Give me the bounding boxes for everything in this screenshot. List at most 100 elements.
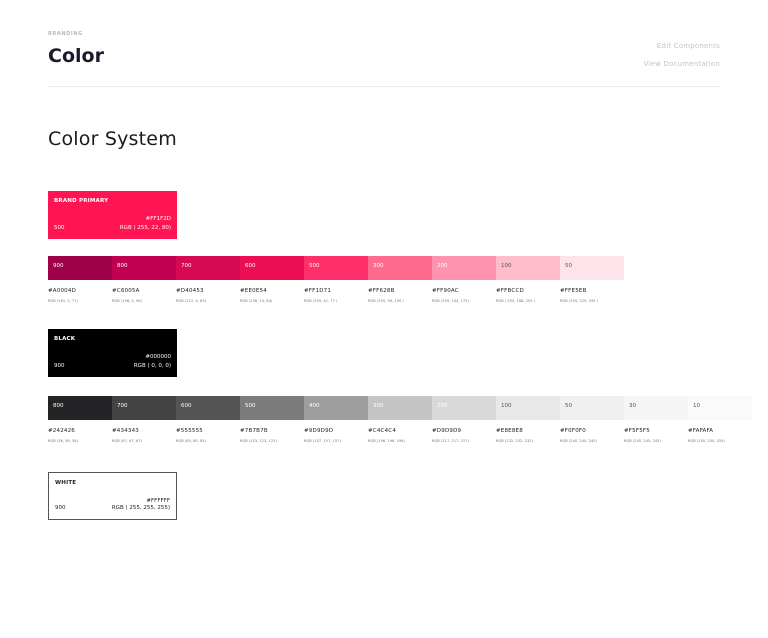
swatch-label: #FF1D71 RGB (255, 41, 77 ) — [304, 288, 368, 303]
swatch-rgb: RGB (36, 36, 38) — [48, 439, 78, 443]
swatch-rgb: RGB (238, 14, 84) — [240, 299, 273, 303]
color-swatch[interactable]: 900 — [48, 256, 112, 280]
swatch-rgb: RGB (196, 196, 196) — [368, 439, 405, 443]
swatch-label: #D9D9D9 RGB (217, 217, 217) — [432, 428, 496, 443]
white-card[interactable]: WHITE #FFFFFF 900 RGB ( 255, 255, 255) — [48, 472, 177, 520]
swatch-rgb: RGB ( 255, 188, 205 ) — [496, 299, 536, 303]
swatch-hex: #FFBCCD — [496, 288, 524, 294]
swatch-rgb: RGB (255, 98, 139 ) — [368, 299, 404, 303]
color-swatch[interactable]: 700 — [176, 256, 240, 280]
swatch-shade: 300 — [373, 403, 384, 409]
color-swatch[interactable]: 30 — [624, 396, 688, 420]
black-scale-labels: #242426 RGB (36, 36, 38) #434343 RGB (67, 6… — [48, 428, 752, 443]
swatch-rgb: RGB (157, 157, 157) — [304, 439, 341, 443]
card-hex: #FFFFFF — [146, 498, 170, 504]
swatch-label: #242426 RGB (36, 36, 38) — [48, 428, 112, 443]
swatch-rgb: RGB (123, 123, 123) — [240, 439, 277, 443]
page-title: Color — [48, 45, 104, 67]
card-rgb: RGB ( 255, 255, 255) — [111, 505, 170, 511]
swatch-shade: 50 — [565, 403, 572, 409]
black-card[interactable]: BLACK #000000 900 RGB ( 0, 0, 0) — [48, 329, 177, 377]
swatch-label: #A0004D RGB (161, 0, 77) — [48, 288, 112, 303]
color-swatch[interactable]: 50 — [560, 396, 624, 420]
swatch-rgb: RGB (161, 0, 77) — [48, 299, 78, 303]
swatch-label: #EE0E54 RGB (238, 14, 84) — [240, 288, 304, 303]
brand-scale-labels: #A0004D RGB (161, 0, 77) #C6005A RGB (198, … — [48, 288, 624, 303]
swatch-label: #9D9D9D RGB (157, 157, 157) — [304, 428, 368, 443]
swatch-hex: #C4C4C4 — [368, 428, 397, 434]
card-name: BLACK — [54, 336, 76, 342]
swatch-shade: 200 — [437, 403, 448, 409]
swatch-rgb: RGB (245, 245, 245) — [624, 439, 661, 443]
section-title: Color System — [48, 128, 177, 150]
view-documentation-link[interactable]: View Documentation — [643, 60, 720, 68]
swatch-rgb: RGB (255, 41, 77 ) — [304, 299, 338, 303]
swatch-label: #555555 RGB (85, 85, 85) — [176, 428, 240, 443]
swatch-label: #E8E8E8 RGB (232, 232, 232) — [496, 428, 560, 443]
swatch-hex: #E8E8E8 — [496, 428, 523, 434]
swatch-rgb: RGB (212, 4, 83) — [176, 299, 206, 303]
swatch-shade: 30 — [629, 403, 636, 409]
swatch-shade: 10 — [693, 403, 700, 409]
color-swatch[interactable]: 200 — [432, 396, 496, 420]
swatch-label: #FFBCCD RGB ( 255, 188, 205 ) — [496, 288, 560, 303]
color-swatch[interactable]: 700 — [112, 396, 176, 420]
edit-components-link[interactable]: Edit Components — [656, 42, 720, 50]
color-swatch[interactable]: 600 — [176, 396, 240, 420]
swatch-label: #C4C4C4 RGB (196, 196, 196) — [368, 428, 432, 443]
swatch-rgb: RGB (217, 217, 217) — [432, 439, 469, 443]
color-swatch[interactable]: 800 — [48, 396, 112, 420]
color-swatch[interactable]: 10 — [688, 396, 752, 420]
swatch-shade: 500 — [309, 263, 320, 269]
black-scale-strip: 800 700 600 500 400 300 200 100 50 30 10 — [48, 396, 752, 420]
swatch-shade: 800 — [53, 403, 64, 409]
card-hex: #FF1F2D — [145, 216, 171, 222]
swatch-label: #434343 RGB (67, 67, 67) — [112, 428, 176, 443]
swatch-hex: #242426 — [48, 428, 76, 434]
swatch-label: #D40453 RGB (212, 4, 83) — [176, 288, 240, 303]
swatch-label: #F5F5F5 RGB (245, 245, 245) — [624, 428, 688, 443]
color-swatch[interactable]: 500 — [304, 256, 368, 280]
color-swatch[interactable]: 800 — [112, 256, 176, 280]
card-shade: 500 — [54, 225, 65, 231]
swatch-hex: #FFE5EB — [560, 288, 587, 294]
color-swatch[interactable]: 300 — [368, 256, 432, 280]
swatch-label: #C6005A RGB (198, 0, 90) — [112, 288, 176, 303]
color-swatch[interactable]: 600 — [240, 256, 304, 280]
brand-primary-card[interactable]: BRAND PRIMARY #FF1F2D 500 RGB ( 255, 22,… — [48, 191, 177, 239]
color-swatch[interactable]: 100 — [496, 256, 560, 280]
color-swatch[interactable]: 50 — [560, 256, 624, 280]
swatch-shade: 700 — [181, 263, 192, 269]
color-swatch[interactable]: 200 — [432, 256, 496, 280]
card-name: BRAND PRIMARY — [54, 198, 109, 204]
swatch-shade: 50 — [565, 263, 572, 269]
swatch-shade: 400 — [309, 403, 320, 409]
color-swatch[interactable]: 500 — [240, 396, 304, 420]
swatch-hex: #D9D9D9 — [432, 428, 462, 434]
color-swatch[interactable]: 100 — [496, 396, 560, 420]
header-divider — [48, 86, 720, 87]
swatch-hex: #D40453 — [176, 288, 204, 294]
swatch-shade: 700 — [117, 403, 128, 409]
swatch-rgb: RGB (232, 232, 232) — [496, 439, 533, 443]
swatch-shade: 600 — [245, 263, 256, 269]
swatch-rgb: RGB (198, 0, 90) — [112, 299, 142, 303]
swatch-label: #F0F0F0 RGB (240, 240, 240) — [560, 428, 624, 443]
swatch-hex: #A0004D — [48, 288, 77, 294]
swatch-hex: #FF628B — [368, 288, 395, 294]
swatch-hex: #C6005A — [112, 288, 140, 294]
swatch-label: #FF628B RGB (255, 98, 139 ) — [368, 288, 432, 303]
swatch-label: #7B7B7B RGB (123, 123, 123) — [240, 428, 304, 443]
swatch-hex: #434343 — [112, 428, 140, 434]
card-shade: 900 — [55, 505, 66, 511]
swatch-hex: #9D9D9D — [304, 428, 334, 434]
swatch-shade: 800 — [117, 263, 128, 269]
swatch-hex: #FF1D71 — [304, 288, 332, 294]
card-hex: #000000 — [145, 354, 171, 360]
swatch-label: #FAFAFA RGB (250, 250, 250) — [688, 428, 752, 443]
swatch-shade: 500 — [245, 403, 256, 409]
brand-scale-strip: 900 800 700 600 500 300 200 100 50 — [48, 256, 624, 280]
swatch-shade: 100 — [501, 403, 512, 409]
color-swatch[interactable]: 400 — [304, 396, 368, 420]
color-swatch[interactable]: 300 — [368, 396, 432, 420]
